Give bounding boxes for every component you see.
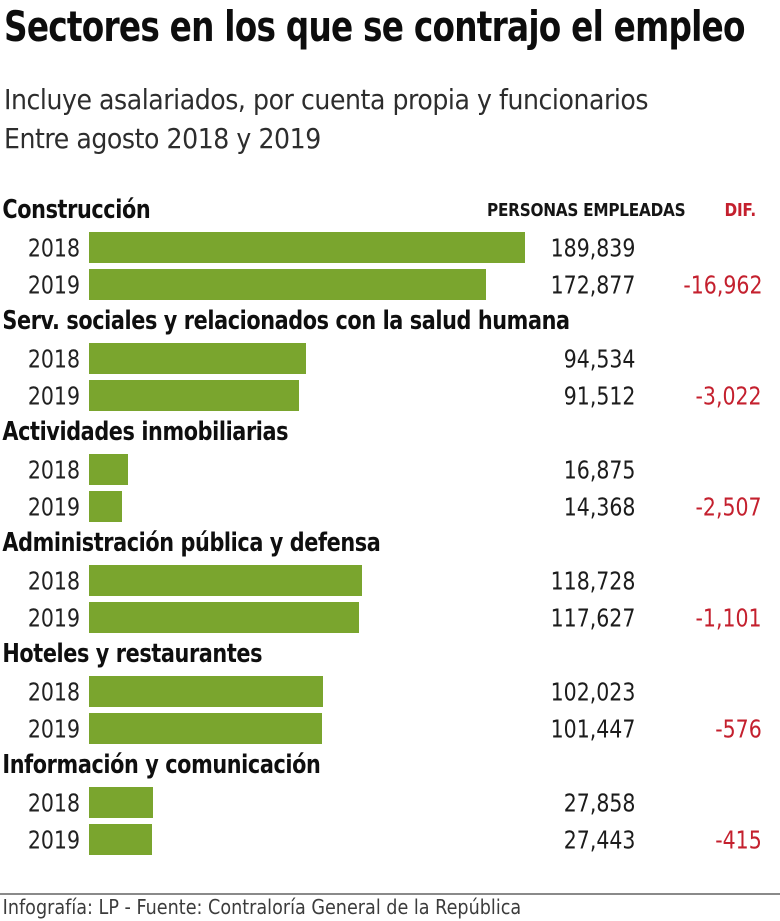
subtitle-line-1: Incluye asalariados, por cuenta propia y… bbox=[4, 83, 649, 116]
column-header-employed: PERSONAS EMPLEADAS bbox=[486, 200, 686, 221]
year-label: 2018 bbox=[27, 344, 81, 373]
year-row: 2018 102,023 bbox=[0, 673, 780, 710]
sector-section: Información y comunicación 2018 27,858 2… bbox=[0, 751, 780, 862]
diff-value: -3,022 bbox=[695, 381, 762, 410]
employment-bar-2019 bbox=[89, 380, 299, 411]
column-header-diff: DIF. bbox=[724, 200, 757, 221]
year-label: 2019 bbox=[27, 825, 81, 854]
sector-section: Serv. sociales y relacionados con la sal… bbox=[0, 307, 780, 418]
employed-value: 91,512 bbox=[563, 381, 635, 410]
year-label: 2019 bbox=[27, 492, 81, 521]
subtitle: Incluye asalariados, por cuenta propia y… bbox=[4, 80, 720, 158]
employment-bar-2018 bbox=[89, 787, 153, 818]
employment-bar-2018 bbox=[89, 232, 525, 263]
employed-value: 27,858 bbox=[563, 788, 635, 817]
sector-name: Construcción bbox=[2, 195, 151, 225]
diff-value: -16,962 bbox=[682, 270, 762, 299]
employed-value: 27,443 bbox=[563, 825, 635, 854]
employment-bar-2019 bbox=[89, 713, 322, 744]
employment-bar-2019 bbox=[89, 824, 152, 855]
year-label: 2018 bbox=[27, 677, 81, 706]
sector-rows: 2018 27,858 2019 27,443 -415 bbox=[0, 784, 780, 858]
diff-value: -1,101 bbox=[695, 603, 762, 632]
year-label: 2019 bbox=[27, 603, 81, 632]
sector-name: Hoteles y restaurantes bbox=[2, 639, 263, 669]
sector-rows: 2018 94,534 2019 91,512 -3,022 bbox=[0, 340, 780, 414]
footer: Infografía: LP - Fuente: Contraloría Gen… bbox=[0, 893, 780, 921]
employed-value: 118,728 bbox=[550, 566, 635, 595]
employment-bar-chart: PERSONAS EMPLEADAS DIF. Construcción 201… bbox=[0, 196, 780, 862]
sector-section: Administración pública y defensa 2018 11… bbox=[0, 529, 780, 640]
diff-value: -576 bbox=[715, 714, 762, 743]
year-label: 2019 bbox=[27, 714, 81, 743]
chart-body: Construcción 2018 189,839 2019 172,877 -… bbox=[0, 196, 780, 862]
sector-name: Serv. sociales y relacionados con la sal… bbox=[2, 306, 570, 336]
year-row: 2018 16,875 bbox=[0, 451, 780, 488]
employment-bar-2019 bbox=[89, 602, 359, 633]
employed-value: 16,875 bbox=[563, 455, 635, 484]
employment-bar-2018 bbox=[89, 676, 323, 707]
year-label: 2018 bbox=[27, 788, 81, 817]
diff-value: -2,507 bbox=[695, 492, 762, 521]
source-credit: Infografía: LP - Fuente: Contraloría Gen… bbox=[2, 895, 522, 919]
employed-value: 102,023 bbox=[550, 677, 635, 706]
year-label: 2018 bbox=[27, 455, 81, 484]
year-row: 2018 118,728 bbox=[0, 562, 780, 599]
year-row: 2019 101,447 -576 bbox=[0, 710, 780, 747]
year-label: 2019 bbox=[27, 381, 81, 410]
page-title: Sectores en los que se contrajo el emple… bbox=[4, 2, 746, 51]
year-row: 2019 117,627 -1,101 bbox=[0, 599, 780, 636]
employed-value: 14,368 bbox=[563, 492, 635, 521]
year-row: 2019 91,512 -3,022 bbox=[0, 377, 780, 414]
employed-value: 189,839 bbox=[550, 233, 635, 262]
employed-value: 117,627 bbox=[550, 603, 635, 632]
year-row: 2018 189,839 bbox=[0, 229, 780, 266]
column-headers: PERSONAS EMPLEADAS DIF. bbox=[0, 200, 780, 224]
sector-rows: 2018 16,875 2019 14,368 -2,507 bbox=[0, 451, 780, 525]
employment-bar-2019 bbox=[89, 269, 486, 300]
subtitle-line-2: Entre agosto 2018 y 2019 bbox=[4, 122, 321, 155]
year-label: 2019 bbox=[27, 270, 81, 299]
sector-section: Hoteles y restaurantes 2018 102,023 2019… bbox=[0, 640, 780, 751]
employment-bar-2019 bbox=[89, 491, 122, 522]
year-label: 2018 bbox=[27, 233, 81, 262]
employment-bar-2018 bbox=[89, 343, 306, 374]
year-row: 2019 14,368 -2,507 bbox=[0, 488, 780, 525]
sector-rows: 2018 189,839 2019 172,877 -16,962 bbox=[0, 229, 780, 303]
employment-bar-2018 bbox=[89, 565, 362, 596]
year-row: 2018 27,858 bbox=[0, 784, 780, 821]
sector-name: Información y comunicación bbox=[2, 750, 321, 780]
year-label: 2018 bbox=[27, 566, 81, 595]
year-row: 2019 172,877 -16,962 bbox=[0, 266, 780, 303]
sector-section: Construcción 2018 189,839 2019 172,877 -… bbox=[0, 196, 780, 307]
year-row: 2019 27,443 -415 bbox=[0, 821, 780, 858]
year-row: 2018 94,534 bbox=[0, 340, 780, 377]
sector-rows: 2018 118,728 2019 117,627 -1,101 bbox=[0, 562, 780, 636]
sector-section: Actividades inmobiliarias 2018 16,875 20… bbox=[0, 418, 780, 529]
sector-rows: 2018 102,023 2019 101,447 -576 bbox=[0, 673, 780, 747]
sector-name: Actividades inmobiliarias bbox=[2, 417, 289, 447]
employed-value: 94,534 bbox=[563, 344, 635, 373]
sector-name: Administración pública y defensa bbox=[2, 528, 381, 558]
employed-value: 101,447 bbox=[550, 714, 635, 743]
employed-value: 172,877 bbox=[550, 270, 635, 299]
diff-value: -415 bbox=[715, 825, 762, 854]
employment-bar-2018 bbox=[89, 454, 128, 485]
